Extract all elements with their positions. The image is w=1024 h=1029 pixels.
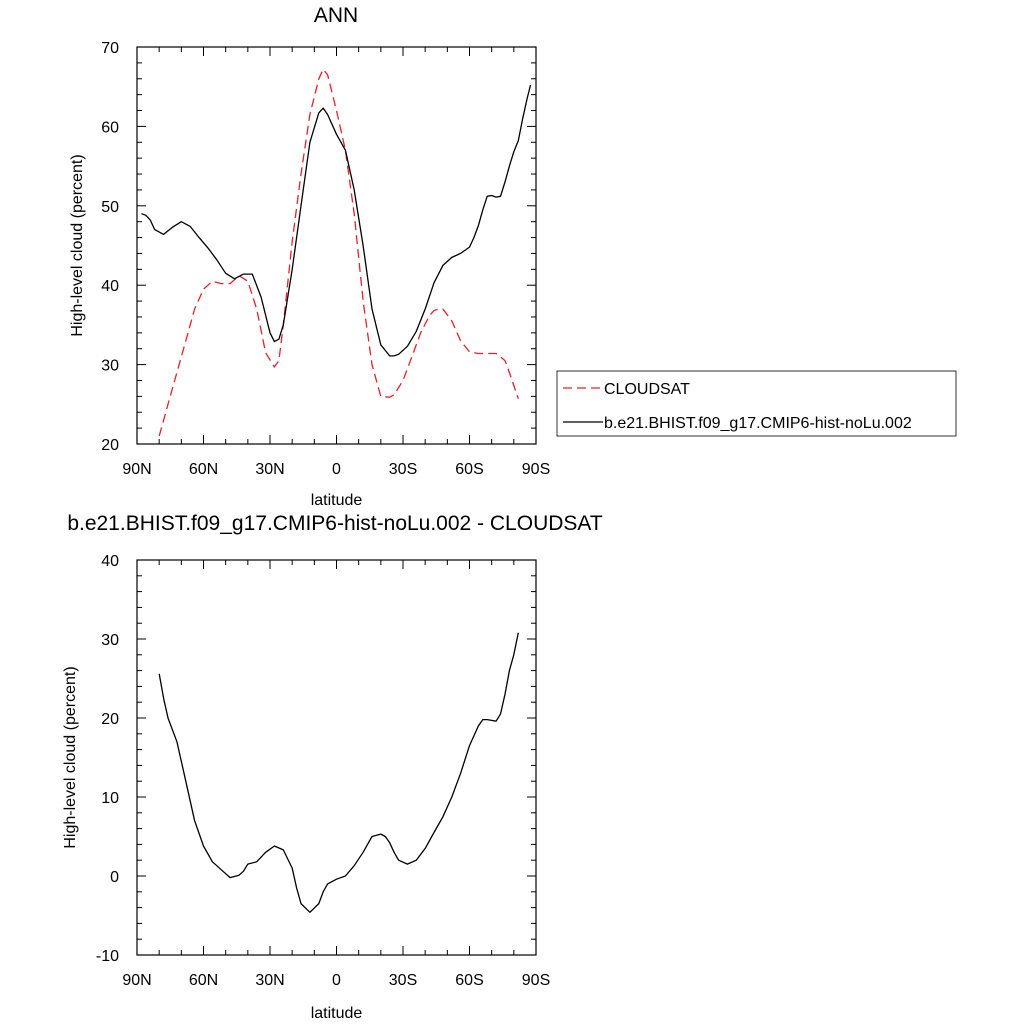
y-tick-label: 20 [101,437,119,454]
y-axis-label: High-level cloud (percent) [62,666,79,848]
chart-title: ANN [314,4,358,27]
y-tick-label: 20 [101,711,119,728]
plot-frame [136,559,537,956]
x-tick-label: 30N [255,972,284,989]
legend-box [556,370,957,437]
x-tick-label: 30S [389,972,417,989]
chart-panel-1: ANN 90N 60N 30N 0 30S 60S 90S 20 30 40 50 60 70 latitu… [69,4,957,509]
x-tick-label: 60N [189,972,218,989]
legend: CLOUDSAT b.e21.BHIST.f09_g17.CMIP6-hist-n… [556,370,957,437]
x-axis-label: latitude [311,1005,363,1022]
x-tick-label: 60S [455,972,483,989]
y-tick-label: 70 [101,40,119,57]
y-tick-label: 60 [101,119,119,136]
chart-title: b.e21.BHIST.f09_g17.CMIP6-hist-noLu.002 … [67,512,603,535]
x-tick-label: 60N [189,461,218,478]
x-tick-label: 90S [522,461,550,478]
chart-panel-2: b.e21.BHIST.f09_g17.CMIP6-hist-noLu.002 … [62,512,603,1022]
x-tick-label: 90N [122,461,151,478]
y-tick-label: 30 [101,632,119,649]
x-tick-label: 0 [332,972,341,989]
x-tick-label: 60S [455,461,483,478]
legend-entry: b.e21.BHIST.f09_g17.CMIP6-hist-noLu.002 [604,415,912,432]
series-line-b-e21-bhist-f09-g17-cmip6-hist-nolu-002 [141,84,532,357]
y-tick-label: 40 [101,278,119,295]
series-line-1 [158,632,519,913]
x-tick-label: 30N [255,461,284,478]
plot-frame [136,46,537,445]
y-tick-label: 30 [101,358,119,375]
y-axis-label: High-level cloud (percent) [69,154,86,336]
x-tick-label: 90N [122,972,151,989]
x-tick-label: 90S [522,972,550,989]
y-tick-label: 0 [110,869,119,886]
y-tick-label: -10 [96,948,119,965]
series-line-cloudsat [158,68,519,437]
x-tick-label: 0 [332,461,341,478]
y-tick-label: 40 [101,553,119,570]
y-tick-label: 10 [101,790,119,807]
legend-entry: CLOUDSAT [604,381,690,398]
y-tick-label: 50 [101,199,119,216]
x-axis-label: latitude [311,492,363,509]
x-tick-label: 30S [389,461,417,478]
